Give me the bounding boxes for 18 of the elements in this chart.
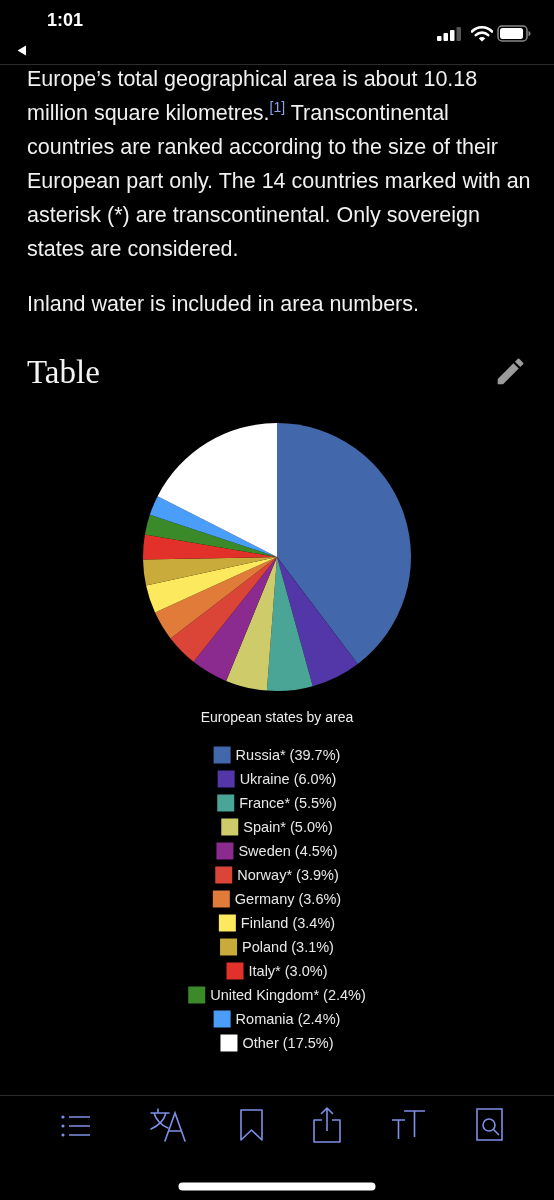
legend-label: France* (5.5%) bbox=[239, 795, 337, 811]
legend-label: Norway* (3.9%) bbox=[237, 867, 339, 883]
legend-label: Spain* (5.0%) bbox=[243, 819, 333, 835]
legend-label: Ukraine (6.0%) bbox=[239, 771, 337, 787]
chart-title: Table bbox=[27, 353, 100, 392]
legend-label: Finland (3.4%) bbox=[240, 915, 336, 931]
legend-label: Italy* (3.0%) bbox=[248, 963, 328, 979]
legend-label: Other (17.5%) bbox=[242, 1035, 334, 1051]
text: 1:01 bbox=[47, 10, 84, 31]
text: Europe’s total geographical area is about 10.18 million square kilometres.$^{[1]}$ Transcontinental countries are ranked according to the size of their European part only. The 14 countries marked with an asterisk (*) are transcontinental. Only sovereign states are considered. bbox=[27, 66, 532, 263]
legend-label: Sweden (4.5%) bbox=[238, 843, 338, 859]
legend-label: Russia* (39.7%) bbox=[235, 747, 341, 763]
legend-label: Romania (2.4%) bbox=[235, 1011, 341, 1027]
legend-label: Germany (3.6%) bbox=[234, 891, 342, 907]
legend-label: United Kingdom* (2.4%) bbox=[210, 987, 366, 1003]
legend-title: European states by area bbox=[200, 709, 354, 725]
text: Inland water is included in area numbers. bbox=[27, 291, 420, 318]
legend-label: Poland (3.1%) bbox=[242, 939, 334, 955]
